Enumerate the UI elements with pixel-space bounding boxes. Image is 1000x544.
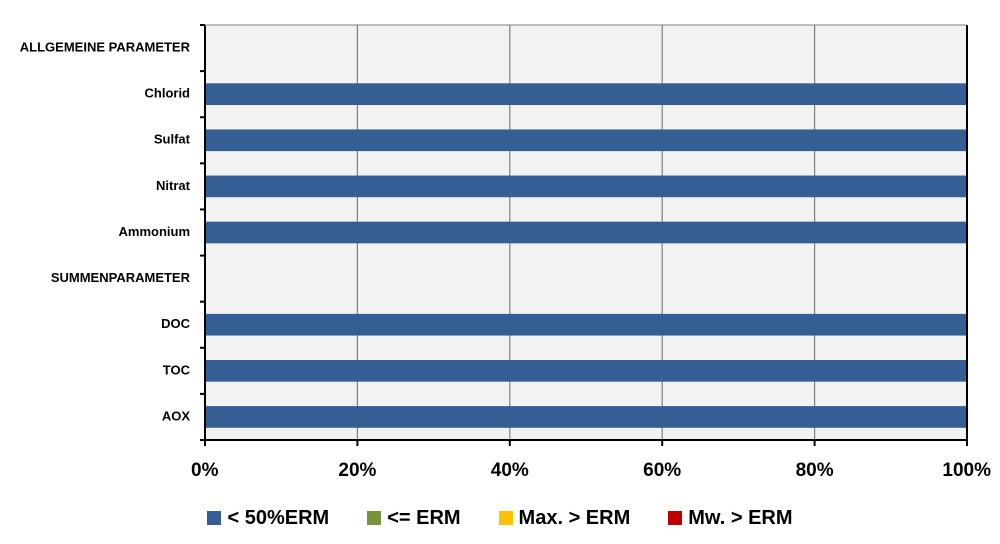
legend-item: Max. > ERM (498, 506, 631, 530)
legend: < 50%ERM <= ERM Max. > ERM Mw. > ERM (0, 503, 1000, 533)
bar (205, 221, 967, 244)
tick-labels: 0% 20% 40% 60% 80% 100% (191, 460, 991, 481)
axes (200, 24, 968, 446)
bar (205, 129, 967, 152)
x-tick-label: 40% (491, 460, 529, 481)
category-labels: ALLGEMEINE PARAMETER Chlorid Sulfat Nitrat A… (20, 39, 191, 423)
category-label: Chlorid (145, 86, 191, 101)
category-label: Nitrat (156, 178, 191, 193)
x-tick-label: 60% (643, 460, 681, 481)
x-tick-label: 80% (796, 460, 834, 481)
category-label: Ammonium (119, 224, 191, 239)
legend-swatch (498, 511, 513, 525)
bars (205, 83, 967, 428)
x-tick-label: 0% (191, 460, 219, 481)
legend-item: Mw. > ERM (668, 506, 793, 530)
legend-label: <= ERM (387, 506, 461, 529)
legend-label: < 50%ERM (227, 506, 330, 529)
category-label: ALLGEMEINE PARAMETER (20, 39, 191, 54)
category-label: AOX (162, 408, 191, 423)
legend-swatch (367, 511, 382, 525)
bar (205, 359, 967, 382)
legend-swatch (207, 511, 222, 525)
category-label: SUMMENPARAMETER (51, 270, 191, 285)
legend-item: < 50%ERM (207, 507, 329, 530)
bar (205, 313, 967, 336)
bar (205, 175, 967, 198)
chart: ALLGEMEINE PARAMETER Chlorid Sulfat Nitrat A… (20, 24, 991, 481)
x-tick-label: 20% (338, 460, 376, 481)
bar (205, 406, 967, 428)
bar (205, 83, 967, 106)
legend-label: Mw. > ERM (688, 506, 793, 529)
category-label: TOC (163, 362, 191, 377)
x-tick-label: 100% (942, 460, 991, 481)
legend-swatch (668, 511, 683, 525)
legend-label: Max. > ERM (518, 506, 631, 529)
legend-item: <= ERM (367, 506, 461, 530)
category-label: DOC (161, 316, 191, 331)
category-label: Sulfat (154, 132, 191, 147)
